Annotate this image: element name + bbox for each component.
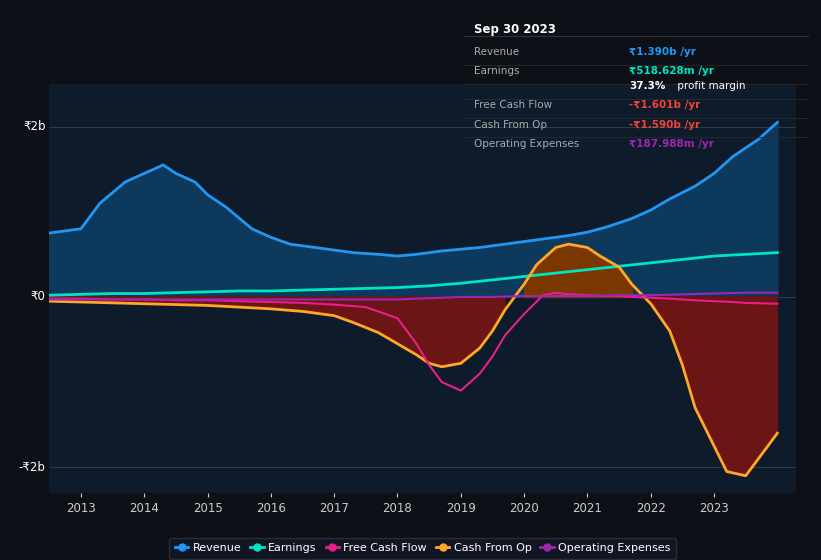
- Text: Free Cash Flow: Free Cash Flow: [475, 100, 553, 110]
- Text: ₹187.988m /yr: ₹187.988m /yr: [630, 139, 714, 149]
- Text: Revenue: Revenue: [475, 47, 520, 57]
- Text: -₹1.590b /yr: -₹1.590b /yr: [630, 119, 700, 129]
- Text: ₹518.628m /yr: ₹518.628m /yr: [630, 66, 714, 76]
- Text: ₹2b: ₹2b: [23, 120, 45, 133]
- Text: profit margin: profit margin: [674, 81, 745, 91]
- Text: Sep 30 2023: Sep 30 2023: [475, 23, 556, 36]
- Legend: Revenue, Earnings, Free Cash Flow, Cash From Op, Operating Expenses: Revenue, Earnings, Free Cash Flow, Cash …: [169, 538, 677, 559]
- Text: Earnings: Earnings: [475, 66, 520, 76]
- Text: Cash From Op: Cash From Op: [475, 119, 548, 129]
- Text: -₹2b: -₹2b: [19, 461, 45, 474]
- Text: Operating Expenses: Operating Expenses: [475, 139, 580, 149]
- Text: 37.3%: 37.3%: [630, 81, 666, 91]
- Text: ₹0: ₹0: [30, 291, 45, 304]
- Text: -₹1.601b /yr: -₹1.601b /yr: [630, 100, 700, 110]
- Text: ₹1.390b /yr: ₹1.390b /yr: [630, 47, 696, 57]
